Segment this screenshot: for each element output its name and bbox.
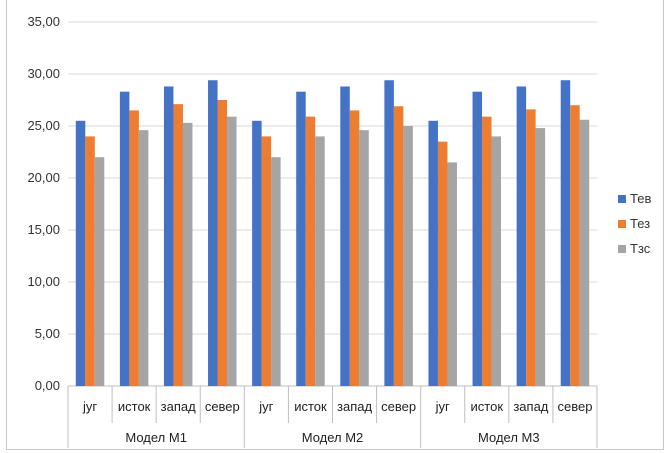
bar (472, 91, 483, 387)
bar (349, 110, 360, 387)
y-tick-label: 0,00 (35, 378, 60, 393)
y-axis-ticks: 0,00 5,00 10,00 15,00 20,00 25,00 30,00 35,00 (27, 14, 60, 393)
legend: Тев Тез Тзс (618, 191, 651, 256)
legend-label: Тзс (630, 241, 651, 256)
bar (340, 86, 350, 386)
bar (271, 157, 281, 386)
bar (75, 120, 86, 387)
x-category-label: исток (294, 399, 327, 414)
bar (579, 119, 590, 386)
bar (85, 136, 95, 386)
x-group-label: Модел М1 (125, 430, 187, 445)
x-category-label: југ (82, 399, 97, 414)
bar (252, 120, 262, 387)
x-category-label: запад (337, 399, 372, 414)
x-group-label: Модел М3 (478, 430, 540, 445)
bar (393, 106, 404, 387)
bar (447, 162, 457, 386)
x-axis: југ исток запад север југ исток запад север југ и… (67, 386, 598, 448)
bar (437, 141, 448, 386)
bar (208, 80, 218, 387)
legend-swatch (618, 245, 626, 253)
bar (163, 86, 174, 386)
x-category-label: запад (161, 399, 196, 414)
x-category-label: запад (513, 399, 548, 414)
bar (296, 91, 306, 387)
bar (173, 104, 183, 386)
y-tick-label: 30,00 (27, 66, 60, 81)
y-tick-label: 5,00 (35, 326, 60, 341)
bar (138, 130, 149, 386)
bars (75, 80, 590, 387)
x-category-label: север (205, 399, 240, 414)
legend-swatch (618, 220, 626, 228)
bar (359, 130, 369, 386)
bar (315, 136, 325, 386)
bar (182, 122, 193, 386)
legend-label: Тез (630, 216, 650, 231)
bar (482, 116, 492, 386)
bar (516, 86, 527, 386)
x-category-label: југ (435, 399, 450, 414)
bar (217, 100, 228, 386)
x-group-label: Модел М2 (302, 430, 364, 445)
x-category-label: југ (258, 399, 273, 414)
bar (305, 116, 316, 386)
bar (119, 91, 130, 387)
y-tick-label: 20,00 (27, 170, 60, 185)
bar (129, 110, 139, 387)
legend-swatch (618, 195, 626, 203)
bar (535, 128, 546, 386)
x-category-label: север (557, 399, 592, 414)
y-tick-label: 25,00 (27, 118, 60, 133)
bar (491, 136, 502, 386)
x-category-label: север (381, 399, 416, 414)
x-category-label: исток (118, 399, 151, 414)
bar (526, 109, 536, 387)
bar (384, 80, 394, 387)
y-tick-label: 35,00 (27, 14, 60, 29)
bar (227, 116, 237, 386)
x-category-label: исток (471, 399, 504, 414)
bar (570, 105, 580, 386)
legend-label: Тев (630, 191, 651, 206)
chart-frame: 0,00 5,00 10,00 15,00 20,00 25,00 30,00 35,00 ј… (6, 0, 664, 450)
gridlines (68, 21, 597, 387)
y-tick-label: 10,00 (27, 274, 60, 289)
bar (428, 120, 438, 387)
bar (403, 126, 413, 386)
y-tick-label: 15,00 (27, 222, 60, 237)
bar (560, 80, 571, 387)
bar (94, 157, 105, 386)
bar-chart: 0,00 5,00 10,00 15,00 20,00 25,00 30,00 35,00 ј… (27, 14, 651, 448)
bar (261, 136, 272, 386)
